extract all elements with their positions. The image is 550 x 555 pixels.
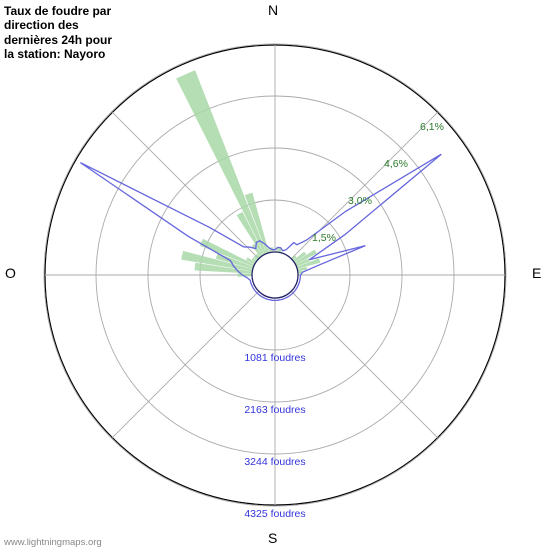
- dir-label-S: S: [268, 530, 277, 546]
- dir-label-N: N: [268, 2, 278, 18]
- ring-label-2: 3244 foudres: [244, 456, 305, 468]
- dir-label-W: O: [5, 265, 16, 281]
- chart-title: Taux de foudre par direction des dernièr…: [4, 4, 114, 62]
- dir-label-E: E: [532, 265, 541, 281]
- pct-label-3: 6,1%: [420, 121, 444, 133]
- pct-label-0: 1,5%: [312, 232, 336, 244]
- pct-label-1: 3,0%: [348, 195, 372, 207]
- footer-url: www.lightningmaps.org: [4, 537, 102, 548]
- pct-label-2: 4,6%: [384, 158, 408, 170]
- ring-label-0: 1081 foudres: [244, 352, 305, 364]
- ring-label-1: 2163 foudres: [244, 404, 305, 416]
- ring-label-3: 4325 foudres: [244, 508, 305, 520]
